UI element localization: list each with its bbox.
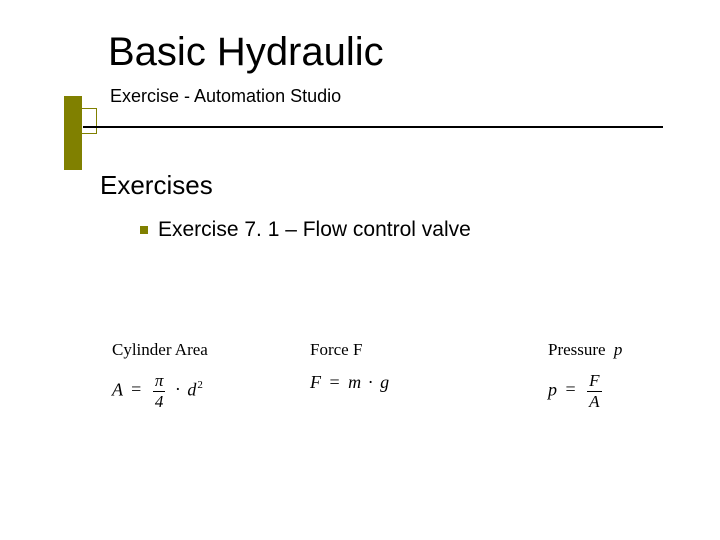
formula-label: Cylinder Area xyxy=(112,340,208,360)
fraction-numerator: π xyxy=(153,372,166,390)
slide-container: { "colors": { "accent": "#808000", "text… xyxy=(0,0,720,540)
bullet-item: Exercise 7. 1 – Flow control valve xyxy=(140,218,471,242)
section-heading: Exercises xyxy=(100,170,213,201)
header-divider xyxy=(83,126,663,128)
exponent: 2 xyxy=(197,379,203,391)
formula-lhs: F xyxy=(310,372,321,392)
variable-g: g xyxy=(380,372,389,392)
variable-d: d xyxy=(187,379,196,399)
formula-force: Force F F = m · g xyxy=(310,340,389,393)
equals-sign: = xyxy=(131,379,141,399)
fraction-numerator: F xyxy=(587,372,601,390)
multiply-dot: · xyxy=(175,379,181,399)
formula-label: Pressure p xyxy=(548,340,622,360)
slide-subtitle: Exercise - Automation Studio xyxy=(110,86,341,107)
formula-label-text: Pressure xyxy=(548,340,606,359)
equals-sign: = xyxy=(566,379,576,399)
variable-m: m xyxy=(348,372,361,392)
bullet-marker-icon xyxy=(140,226,148,234)
fraction-denominator: 4 xyxy=(153,393,166,411)
formula-cylinder-area: Cylinder Area A = π 4 · d2 xyxy=(112,340,208,411)
slide-title: Basic Hydraulic xyxy=(108,30,384,75)
bullet-text: Exercise 7. 1 – Flow control valve xyxy=(158,218,471,242)
equals-sign: = xyxy=(330,372,340,392)
formula-lhs: A xyxy=(112,379,123,399)
accent-square-outline xyxy=(71,108,97,134)
formula-label: Force F xyxy=(310,340,389,360)
formula-lhs: p xyxy=(548,379,557,399)
fraction: π 4 xyxy=(153,372,166,411)
formula-label-var: p xyxy=(614,340,623,359)
formula-expression: p = F A xyxy=(548,372,622,411)
formula-pressure: Pressure p p = F A xyxy=(548,340,622,411)
fraction-denominator: A xyxy=(587,393,601,411)
multiply-dot: · xyxy=(368,372,374,392)
fraction: F A xyxy=(587,372,601,411)
formula-expression: F = m · g xyxy=(310,372,389,393)
formula-expression: A = π 4 · d2 xyxy=(112,372,208,411)
